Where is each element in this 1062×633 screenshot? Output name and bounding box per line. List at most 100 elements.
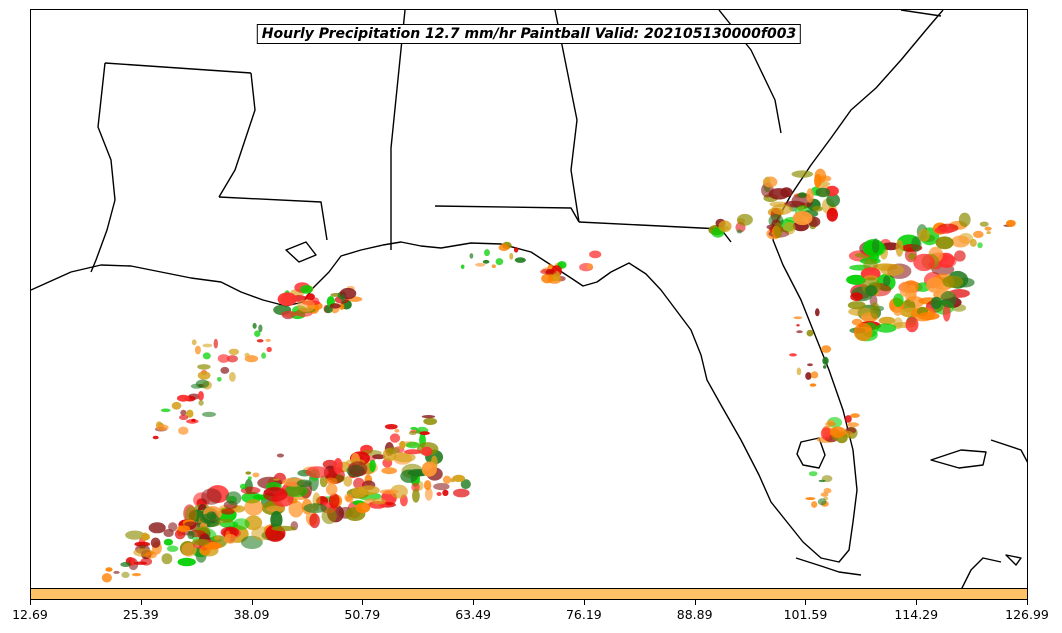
precip-blob	[343, 476, 353, 487]
colorbar-tick-label: 25.39	[122, 607, 159, 622]
colorbar-tick-label: 126.99	[1005, 607, 1049, 622]
precip-blob	[303, 503, 328, 513]
precip-blob	[815, 187, 831, 198]
precip-blob	[911, 236, 922, 252]
precip-blob	[807, 363, 813, 367]
boundary-la-west	[90, 62, 116, 273]
precip-blob	[410, 426, 418, 430]
precip-blob	[160, 408, 171, 413]
precip-blob	[986, 231, 991, 235]
precip-blob	[221, 508, 235, 515]
boundary-ms-river	[218, 72, 256, 198]
precip-blob	[509, 252, 514, 260]
precip-blob	[822, 356, 829, 365]
precip-blob	[442, 475, 452, 484]
precip-blob	[541, 273, 554, 284]
boundary-ms-al	[390, 10, 406, 250]
precip-blob	[204, 542, 222, 550]
precip-blob	[954, 250, 966, 262]
precip-blob	[121, 571, 130, 579]
precip-blob	[513, 247, 519, 253]
precip-blob	[736, 229, 743, 234]
precip-blob	[482, 259, 490, 264]
precip-blob	[423, 480, 432, 491]
precip-blob	[345, 495, 354, 503]
precip-blob	[199, 513, 219, 525]
precip-blob	[411, 482, 420, 492]
precip-blob	[930, 296, 942, 309]
precip-blob	[958, 212, 971, 227]
precip-blob	[276, 453, 284, 458]
precip-blob	[381, 467, 398, 475]
precip-blob	[197, 371, 211, 380]
precip-blob	[371, 498, 387, 505]
precip-blob	[823, 487, 832, 494]
precip-blob	[198, 400, 204, 406]
precip-blob	[408, 431, 417, 435]
precip-blob	[917, 312, 940, 321]
precip-blob	[185, 505, 197, 524]
florida-keys	[795, 557, 862, 576]
precip-blob	[296, 479, 312, 488]
precip-blob	[120, 562, 131, 567]
precip-blob	[195, 379, 210, 389]
precip-blob	[421, 461, 437, 477]
precip-blob	[793, 316, 803, 320]
precip-blob	[498, 243, 510, 252]
precip-blob	[796, 367, 802, 376]
boundary-ar-la	[104, 62, 252, 74]
precip-blob	[369, 459, 376, 472]
precip-blob	[141, 532, 149, 541]
precip-blob	[905, 316, 919, 333]
precip-blob	[797, 192, 807, 198]
precip-blob	[942, 275, 964, 288]
precip-blob	[762, 176, 778, 188]
precip-blob	[217, 354, 230, 363]
precip-blob	[853, 323, 873, 341]
precip-blob	[469, 253, 474, 259]
precip-blob	[846, 274, 867, 285]
precip-blob	[878, 316, 896, 325]
precipitation-paintball-layer	[101, 168, 1016, 583]
bahamas-island-3	[1005, 554, 1022, 566]
precip-blob	[977, 242, 983, 249]
precip-blob	[404, 449, 422, 455]
precip-blob	[329, 303, 341, 309]
precip-blob	[244, 355, 259, 363]
colorbar-tick-label: 101.59	[783, 607, 828, 622]
colorbar-tick-label: 76.19	[565, 607, 602, 622]
precip-blob	[814, 174, 822, 188]
bahamas-island-2	[990, 439, 1027, 463]
precip-blob	[586, 263, 593, 270]
precip-blob	[186, 409, 194, 418]
precip-blob	[818, 479, 826, 483]
precip-blob	[261, 352, 266, 359]
precip-blob	[239, 483, 247, 490]
colorbar-tick	[362, 600, 364, 605]
precip-blob	[848, 307, 874, 317]
precip-blob	[191, 538, 210, 546]
precip-blob	[870, 302, 880, 319]
precip-blob	[220, 366, 230, 374]
precip-blob	[823, 365, 827, 369]
precip-blob	[105, 567, 113, 572]
colorbar-tick	[916, 600, 918, 605]
precip-blob	[245, 471, 252, 475]
precip-blob	[940, 291, 957, 308]
colorbar-tick	[251, 600, 253, 605]
precip-blob	[433, 483, 450, 491]
precip-blob	[436, 492, 442, 496]
cuba-coast	[961, 557, 1002, 588]
precip-blob	[475, 262, 486, 267]
precip-blob	[271, 525, 296, 532]
precip-blob	[864, 285, 878, 297]
precip-blob	[163, 529, 174, 537]
precip-blob	[390, 484, 408, 499]
colorbar-tick-label: 50.79	[344, 607, 381, 622]
precip-blob	[847, 301, 866, 310]
colorbar-tick	[140, 600, 142, 605]
precip-blob	[934, 226, 954, 234]
precip-blob	[796, 324, 800, 327]
precip-blob	[806, 188, 814, 203]
precip-blob	[321, 507, 337, 525]
